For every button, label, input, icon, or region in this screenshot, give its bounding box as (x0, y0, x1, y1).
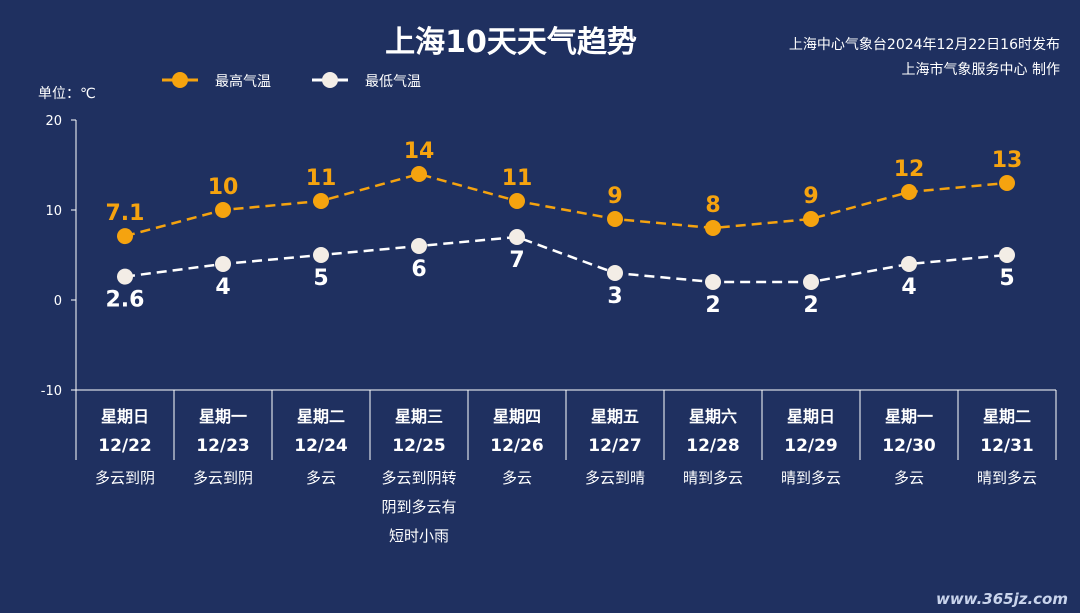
low-temp-point (607, 265, 623, 281)
weather-label: 晴到多云 (977, 469, 1037, 487)
high-temp-point (117, 228, 133, 245)
legend-low-label: 最低气温 (365, 74, 421, 90)
category-labels: 星期日 12/22 多云到阴 星期一 12/23 多云到阴 星期二 12/24 多云 星期三 12/… (95, 407, 1037, 545)
low-temp-line (124, 235, 1008, 284)
low-temp-point (215, 256, 231, 272)
high-temp-value-label: 11 (502, 166, 533, 191)
low-temp-value-label: 3 (607, 284, 622, 309)
low-temp-value-label: 4 (901, 275, 916, 300)
date-label: 12/28 (686, 436, 740, 456)
weather-label: 多云 (894, 469, 924, 487)
weekday-label: 星期五 (591, 407, 639, 426)
weekday-label: 星期一 (885, 407, 933, 426)
date-label: 12/23 (196, 436, 250, 456)
high-temp-value-label: 14 (404, 139, 435, 164)
y-tick-label: -10 (41, 384, 62, 399)
date-label: 12/31 (980, 436, 1034, 456)
date-label: 12/29 (784, 436, 838, 456)
low-temp-point (803, 274, 819, 290)
legend-low-marker (322, 72, 338, 88)
weather-label: 短时小雨 (389, 527, 449, 545)
date-label: 12/22 (98, 436, 152, 456)
high-temp-point (705, 220, 721, 236)
weekday-label: 星期二 (983, 407, 1031, 426)
weekday-label: 星期日 (101, 407, 149, 426)
high-temp-value-label: 13 (992, 148, 1023, 173)
date-label: 12/30 (882, 436, 936, 456)
y-tick-label: 0 (54, 294, 62, 309)
legend-high-marker (172, 72, 188, 88)
low-temp-value-label: 2 (803, 293, 818, 318)
weather-label: 多云到晴 (585, 469, 645, 487)
low-temp-value-label: 2 (705, 293, 720, 318)
date-label: 12/24 (294, 436, 348, 456)
weekday-label: 星期二 (297, 407, 345, 426)
issuer-text: 上海中心气象台2024年12月22日16时发布 (789, 37, 1060, 53)
weather-label: 晴到多云 (781, 469, 841, 487)
weather-label: 多云 (502, 469, 532, 487)
high-temp-point (607, 211, 623, 227)
weekday-label: 星期一 (199, 407, 247, 426)
date-label: 12/25 (392, 436, 446, 456)
high-temp-value-label: 12 (894, 157, 925, 182)
low-temp-value-label: 7 (509, 248, 524, 273)
chart-title: 上海10天天气趋势 (385, 25, 637, 60)
weekday-label: 星期四 (493, 407, 541, 426)
date-label: 12/26 (490, 436, 544, 456)
low-temp-point (901, 256, 917, 272)
high-temp-point (999, 175, 1015, 191)
low-temp-point (117, 268, 133, 285)
weather-label: 多云到阴 (193, 469, 253, 487)
y-tick-label: 10 (45, 204, 62, 219)
producer-text: 上海市气象服务中心 制作 (902, 61, 1060, 78)
watermark: www.365jz.com (936, 590, 1068, 608)
legend-high-label: 最高气温 (215, 73, 271, 90)
low-temp-value-label: 5 (313, 266, 328, 291)
low-temp-point (411, 238, 427, 254)
axes: 20 10 0 -10 (41, 114, 1057, 460)
high-temp-point (901, 184, 917, 200)
weather-label: 阴到多云有 (381, 498, 456, 516)
weekday-label: 星期日 (787, 407, 835, 426)
weekday-label: 星期三 (395, 407, 443, 426)
low-temp-point (313, 247, 329, 263)
low-temp-value-label: 5 (999, 266, 1014, 291)
high-temp-value-label: 9 (803, 184, 818, 209)
high-temp-point (215, 202, 231, 218)
high-temp-value-label: 7.1 (106, 201, 145, 226)
legend: 最高气温 最低气温 (162, 72, 421, 90)
high-temp-line (124, 172, 1008, 238)
weekday-label: 星期六 (689, 407, 737, 426)
low-temp-point (999, 247, 1015, 263)
unit-label: 单位：℃ (38, 86, 96, 102)
low-temp-point (509, 229, 525, 245)
low-temp-point (705, 274, 721, 290)
high-temp-point (411, 166, 427, 182)
weather-label: 多云到阴 (95, 469, 155, 487)
series-layer: 7.1 10 11 14 11 9 8 9 12 13 2.6 4 5 6 7 3 2 2 4 5 (106, 139, 1023, 318)
high-temp-value-label: 8 (705, 193, 720, 218)
low-temp-value-label: 6 (411, 257, 426, 282)
high-temp-point (803, 211, 819, 227)
weather-label: 多云 (306, 469, 336, 487)
date-label: 12/27 (588, 436, 642, 456)
high-temp-value-label: 11 (306, 166, 337, 191)
low-temp-value-label: 4 (215, 275, 230, 300)
high-temp-value-label: 9 (607, 184, 622, 209)
y-tick-label: 20 (45, 114, 62, 129)
high-temp-point (313, 193, 329, 209)
weather-label: 晴到多云 (683, 469, 743, 487)
low-temp-value-label: 2.6 (106, 288, 145, 313)
weather-label: 多云到阴转 (381, 469, 456, 487)
high-temp-point (509, 193, 525, 209)
high-temp-value-label: 10 (208, 175, 239, 200)
